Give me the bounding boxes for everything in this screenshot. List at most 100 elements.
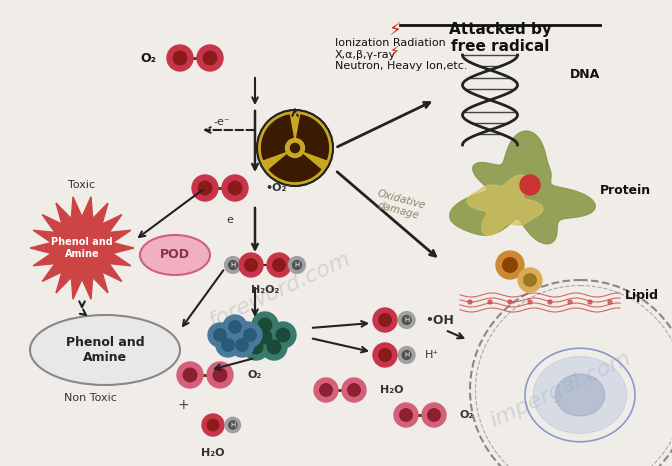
Circle shape — [348, 384, 360, 396]
Circle shape — [225, 417, 241, 433]
Circle shape — [379, 314, 391, 326]
Circle shape — [488, 300, 492, 304]
Text: O₂: O₂ — [460, 410, 474, 420]
Text: +: + — [177, 398, 189, 412]
Circle shape — [398, 347, 415, 363]
Circle shape — [286, 138, 304, 158]
Circle shape — [373, 308, 397, 332]
Text: •OH: •OH — [425, 314, 454, 327]
Circle shape — [422, 403, 446, 427]
Text: H₂O₂: H₂O₂ — [251, 285, 279, 295]
Wedge shape — [296, 115, 329, 159]
Circle shape — [216, 333, 240, 357]
Circle shape — [207, 419, 218, 431]
Circle shape — [258, 318, 271, 332]
Circle shape — [244, 329, 256, 341]
Text: H⁺: H⁺ — [425, 350, 439, 360]
Circle shape — [223, 315, 247, 339]
Text: O₂: O₂ — [248, 370, 262, 380]
Circle shape — [276, 328, 290, 342]
Circle shape — [173, 51, 187, 65]
Circle shape — [273, 259, 285, 271]
Text: H: H — [230, 422, 235, 428]
Circle shape — [208, 323, 232, 347]
Circle shape — [224, 257, 241, 274]
Text: H: H — [404, 317, 409, 323]
Circle shape — [245, 259, 257, 271]
Text: H₂O: H₂O — [201, 448, 224, 458]
Text: ⚡: ⚡ — [388, 22, 401, 40]
Text: O₂: O₂ — [140, 52, 156, 64]
Circle shape — [213, 368, 226, 382]
Circle shape — [202, 414, 224, 436]
Text: foreword.com: foreword.com — [206, 248, 354, 332]
Circle shape — [234, 322, 260, 348]
Circle shape — [183, 368, 197, 382]
Circle shape — [320, 384, 332, 396]
Text: Non Toxic: Non Toxic — [64, 393, 116, 403]
Circle shape — [314, 378, 338, 402]
Circle shape — [403, 350, 411, 359]
Text: Oxidative
damage: Oxidative damage — [373, 188, 427, 222]
Circle shape — [528, 300, 532, 304]
Circle shape — [222, 339, 235, 351]
Text: POD: POD — [160, 248, 190, 261]
Circle shape — [228, 321, 241, 333]
Circle shape — [292, 260, 301, 269]
Circle shape — [468, 300, 472, 304]
Circle shape — [236, 339, 248, 351]
Text: Toxic: Toxic — [69, 180, 95, 190]
Circle shape — [249, 340, 263, 354]
Circle shape — [608, 300, 612, 304]
Circle shape — [520, 175, 540, 195]
Wedge shape — [269, 154, 321, 181]
Circle shape — [252, 324, 278, 350]
Circle shape — [243, 334, 269, 360]
Circle shape — [508, 300, 512, 304]
Circle shape — [518, 268, 542, 292]
Circle shape — [290, 144, 300, 152]
Circle shape — [379, 349, 391, 361]
Circle shape — [503, 258, 517, 272]
Circle shape — [394, 403, 418, 427]
Text: ⚡: ⚡ — [390, 45, 400, 59]
Ellipse shape — [555, 374, 605, 416]
Text: H₂O: H₂O — [380, 385, 403, 395]
Circle shape — [198, 181, 212, 195]
Text: e: e — [226, 215, 233, 225]
Polygon shape — [467, 175, 543, 235]
Circle shape — [167, 45, 193, 71]
Circle shape — [548, 300, 552, 304]
Circle shape — [400, 409, 412, 421]
Circle shape — [257, 110, 333, 186]
Circle shape — [192, 175, 218, 201]
Ellipse shape — [30, 315, 180, 385]
Circle shape — [373, 343, 397, 367]
Ellipse shape — [140, 235, 210, 275]
Circle shape — [241, 328, 254, 342]
Circle shape — [267, 253, 291, 277]
Text: Lipid: Lipid — [625, 288, 659, 302]
Circle shape — [197, 45, 223, 71]
Text: •O₂⁻: •O₂⁻ — [265, 183, 292, 193]
Text: DNA: DNA — [570, 69, 600, 82]
Text: Phenol and
Amine: Phenol and Amine — [66, 336, 144, 364]
Circle shape — [238, 323, 262, 347]
Circle shape — [228, 181, 242, 195]
Circle shape — [588, 300, 592, 304]
Text: H: H — [404, 352, 409, 358]
Text: Attacked by
free radical: Attacked by free radical — [449, 22, 552, 55]
Circle shape — [523, 274, 536, 286]
Circle shape — [342, 378, 366, 402]
Circle shape — [288, 257, 305, 274]
Circle shape — [239, 253, 263, 277]
Wedge shape — [261, 115, 294, 159]
Circle shape — [207, 362, 233, 388]
Circle shape — [177, 362, 203, 388]
Polygon shape — [450, 131, 595, 244]
Circle shape — [228, 260, 237, 269]
Text: -e⁻: -e⁻ — [214, 117, 230, 127]
Circle shape — [230, 333, 254, 357]
Circle shape — [258, 330, 271, 344]
Text: impergal.com: impergal.com — [487, 349, 634, 432]
